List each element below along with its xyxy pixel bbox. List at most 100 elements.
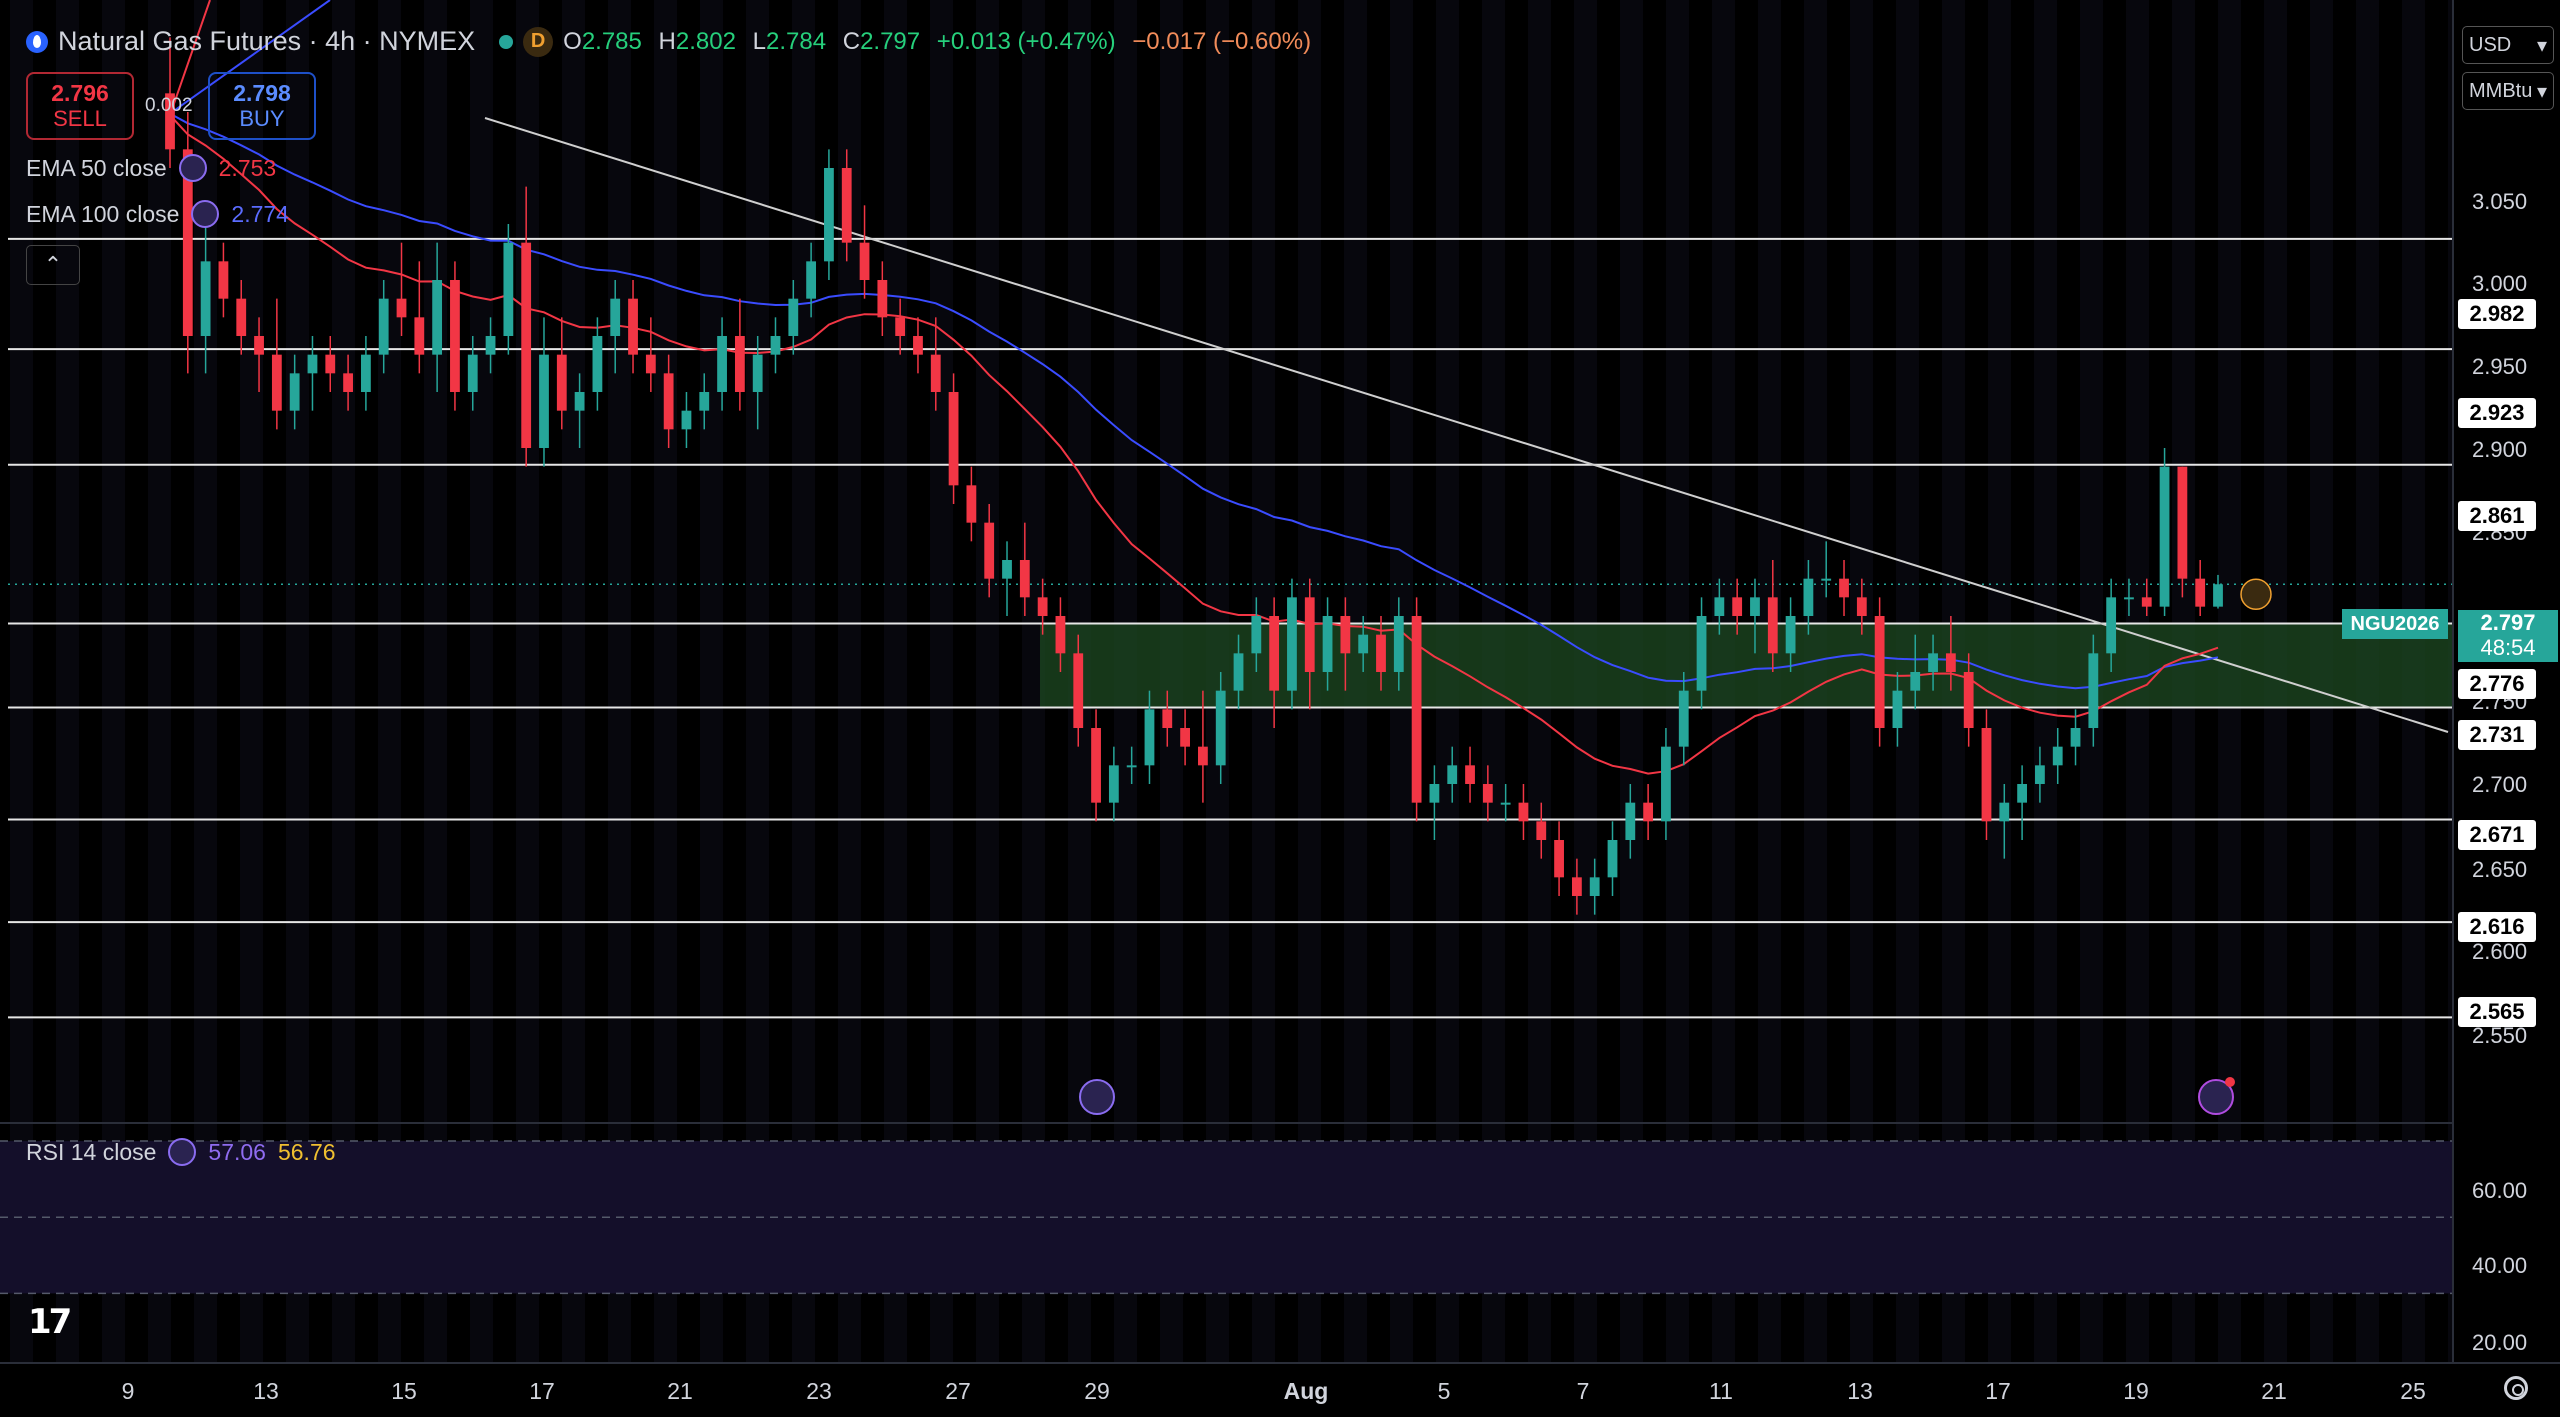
time-tick: 13 [253,1378,279,1404]
event-lightning-icon [2198,1079,2234,1115]
high-key: H [658,27,676,55]
sell-button[interactable]: 2.796 SELL [26,72,134,140]
candle-body [1322,616,1333,672]
candle-body [1198,746,1208,766]
candle-body [1607,840,1618,878]
candle-body [1981,728,1992,822]
delayed-badge[interactable]: D [523,26,554,57]
candle-body [1945,653,1956,672]
ema100-legend[interactable]: EMA 100 close 2.774 [26,200,289,228]
level-label: 2.616 [2458,912,2536,942]
price-tick: 2.550 [2472,1023,2528,1048]
candle-body [182,149,193,336]
delayed-marker-icon [2240,578,2272,611]
candle-body [378,298,389,355]
time-tick: 11 [1709,1378,1733,1404]
candle-body [824,168,834,262]
candle-body [1393,616,1404,672]
ema50-legend[interactable]: EMA 50 close 2.753 [26,154,276,182]
session-stripe [746,0,769,1362]
candle-body [1536,821,1547,840]
rsi-legend[interactable]: RSI 14 close 57.06 56.76 [26,1138,336,1166]
symbol-title[interactable]: Natural Gas Futures · 4h · NYMEX [58,26,476,56]
price-chart[interactable] [0,0,2452,1120]
time-tick: 15 [391,1378,417,1404]
candle-body [574,392,585,411]
candle-body [254,336,264,355]
candle-body [2124,597,2134,600]
settings-gear-icon[interactable] [2504,1376,2528,1400]
current-price-label: 2.797 48:54 [2458,610,2558,662]
candle-body [1999,802,2010,822]
session-stripe [562,0,585,1362]
candle-body [396,298,407,318]
candle-body [1892,690,1903,728]
candle-body [2177,466,2188,579]
candle-body [841,168,852,243]
candle-body [717,336,727,392]
unit-value: MMBtu [2469,79,2533,102]
rsi-value: 57.06 [208,1138,266,1165]
ema50-line [168,0,2219,775]
time-tick: Aug [1283,1378,1329,1404]
time-tick: 23 [806,1378,832,1404]
candle-body [1126,765,1137,768]
candle-body [2070,728,2081,747]
candle-body [1447,765,1458,784]
level-label: 2.982 [2458,299,2536,329]
candle-body [200,261,211,336]
candle-body [681,410,692,430]
candle-body [2088,653,2099,728]
buy-label: BUY [239,106,285,131]
candle-body [859,242,870,280]
candle-body [271,354,282,411]
currency-select[interactable]: USD ▾ [2462,26,2554,64]
level-label: 2.861 [2458,501,2536,531]
candle-body [1465,765,1475,784]
loading-cycle-icon [191,200,220,228]
ema100-value: 2.774 [231,200,289,227]
buy-button[interactable]: 2.798 BUY [208,72,316,140]
price-tick: 3.050 [2472,189,2528,214]
candle-body [1002,560,1012,579]
bar-countdown: 48:54 [2480,635,2536,660]
high-value: 2.802 [675,27,736,55]
session-stripe [332,0,355,1362]
market-status-icon [499,34,514,49]
candle-body [503,242,514,336]
time-tick: 29 [1084,1378,1110,1404]
rsi-tick: 60.00 [2472,1178,2528,1203]
ema100-label: EMA 100 close [26,200,180,227]
price-tick: 2.650 [2472,857,2528,882]
ema50-value: 2.753 [218,154,277,181]
price-axis[interactable]: USD ▾ MMBtu ▾ 3.050 3.000 2.950 2.900 2.… [2452,0,2560,1362]
low-key: L [752,27,766,55]
spread-value: 0.002 [145,95,193,116]
candle-body [1144,709,1155,766]
candle-body [1215,690,1226,766]
candle-body [2052,746,2063,766]
session-stripe [608,0,631,1362]
candle-body [307,354,318,374]
candle-body [2141,597,2152,607]
trend-line [484,117,2449,733]
candle-body [556,354,567,411]
time-tick: 13 [1847,1378,1873,1404]
collapse-legend-button[interactable]: ⌃ [26,245,80,285]
candle-body [1554,840,1564,878]
time-tick: 17 [1985,1378,2011,1404]
candle-body [2213,584,2223,607]
time-axis[interactable]: 9 13 15 17 21 23 27 29 Aug 5 7 11 13 17 … [0,1362,2560,1417]
candle-body [1678,690,1689,747]
loading-cycle-icon [168,1138,197,1166]
price-tick: 2.600 [2472,939,2528,964]
candle-body [752,354,763,392]
session-stripe [148,0,171,1362]
time-tick: 19 [2123,1378,2149,1404]
unit-select[interactable]: MMBtu ▾ [2462,72,2554,110]
session-stripe [286,0,309,1362]
rsi-pane[interactable] [0,1122,2452,1362]
session-stripe [976,0,999,1362]
tradingview-logo[interactable]: 17 [28,1302,72,1342]
candle-body [1429,784,1440,803]
